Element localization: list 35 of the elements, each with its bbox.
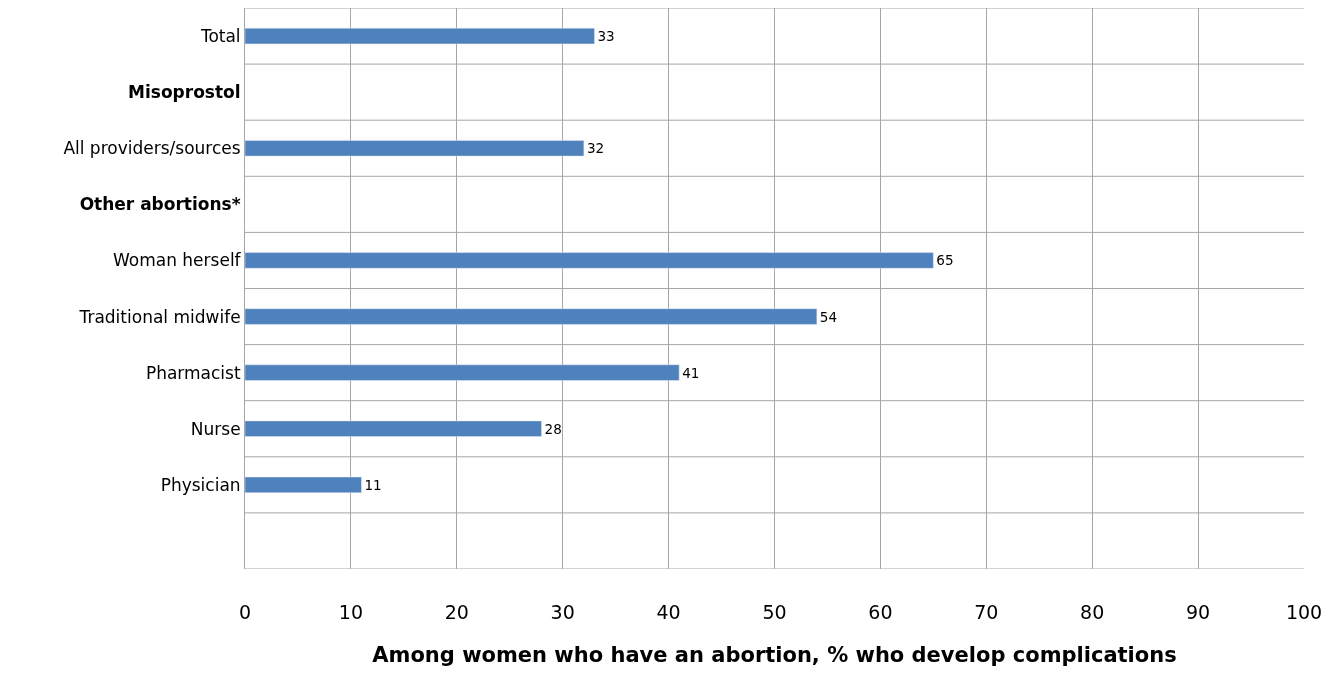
bar bbox=[245, 476, 362, 493]
data-label: 41 bbox=[682, 364, 700, 381]
y-tick-label: Pharmacist bbox=[145, 362, 241, 383]
x-tick-label: 30 bbox=[550, 601, 575, 623]
data-label: 65 bbox=[936, 252, 954, 269]
bar bbox=[245, 140, 585, 157]
x-axis-title: Among women who have an abortion, % who develop complications bbox=[372, 643, 1177, 668]
data-label: 33 bbox=[597, 28, 615, 45]
y-tick-label: Other abortions* bbox=[79, 194, 241, 215]
y-tick-label: All providers/sources bbox=[63, 138, 241, 159]
data-label: 54 bbox=[819, 308, 838, 325]
y-tick-label: Woman herself bbox=[112, 250, 242, 271]
bar bbox=[245, 27, 595, 45]
x-tick-label: 50 bbox=[762, 601, 787, 623]
x-tick-label: 40 bbox=[656, 601, 681, 623]
x-tick-label: 90 bbox=[1186, 601, 1211, 623]
bar bbox=[245, 252, 934, 269]
y-tick-label: Nurse bbox=[190, 418, 241, 439]
data-label: 32 bbox=[586, 140, 605, 157]
x-tick-label: 0 bbox=[238, 601, 252, 623]
bar bbox=[245, 364, 680, 381]
x-tick-label: 60 bbox=[868, 601, 893, 623]
x-tick-label: 80 bbox=[1080, 601, 1105, 623]
x-tick-label: 70 bbox=[974, 601, 999, 623]
y-tick-label: Traditional midwife bbox=[78, 306, 241, 327]
x-tick-label: 20 bbox=[444, 601, 469, 623]
x-tick-label: 100 bbox=[1285, 601, 1323, 623]
y-tick-label: Misoprostol bbox=[128, 82, 241, 103]
data-label: 28 bbox=[544, 420, 562, 437]
data-label: 11 bbox=[364, 476, 382, 493]
bar bbox=[245, 308, 818, 325]
bar bbox=[245, 420, 542, 437]
x-tick-label: 10 bbox=[338, 601, 363, 623]
y-tick-label: Physician bbox=[160, 474, 241, 495]
y-tick-label: Total bbox=[199, 26, 241, 46]
